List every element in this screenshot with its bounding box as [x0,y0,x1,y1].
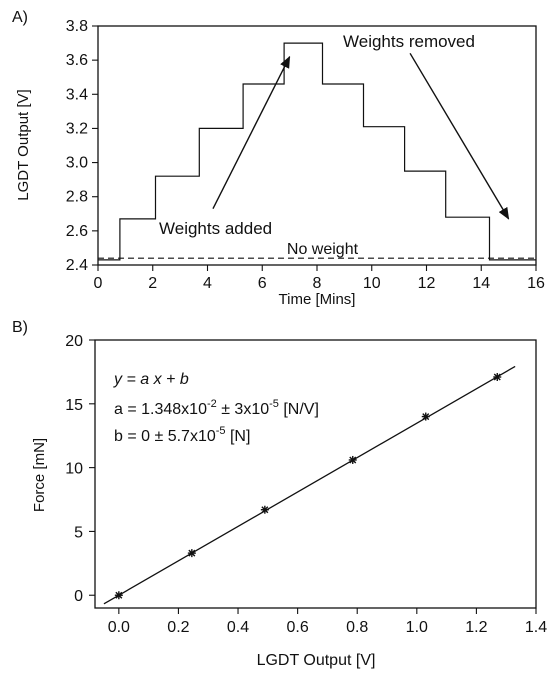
lgdt-output-trace [98,42,536,261]
data-point [421,412,430,421]
equation-line-3-exp: -5 [216,425,226,437]
equation-line-3-prefix: b = 0 ± 5.7x10 [114,428,216,445]
panel-b-x-tick-label: 0.0 [108,619,130,636]
panel-a-x-tick-label: 4 [203,275,212,292]
equation-line-3-suffix: [N] [226,428,251,445]
linear-fit-line [103,365,516,605]
panel-b-x-tick-label: 1.0 [406,619,428,636]
panel-a-y-tick-label: 2.8 [66,189,88,206]
panel-a-x-axis-label: Time [Mins] [279,291,356,308]
panel-b-label: B) [12,319,28,336]
panel-a-x-tick-label: 0 [94,275,103,292]
panel-b-x-ticks: 0.0 0.2 0.4 0.6 0.8 1.0 1.2 1.4 [108,608,547,636]
data-point [187,549,196,558]
panel-a-x-tick-label: 2 [148,275,157,292]
annotation-arrow [409,52,510,220]
panel-a-label: A) [12,9,28,26]
panel-a: A) 2.4 2.6 2.8 3.0 3.2 3.4 3.6 3.8 0 2 4 6 8 10 12 14 1… [12,9,545,308]
data-point [348,455,357,464]
panel-b-y-tick-label: 20 [65,333,83,350]
panel-a-y-tick-label: 3.2 [66,120,88,137]
panel-b-y-tick-label: 15 [65,397,83,414]
panel-b-x-tick-label: 1.4 [525,619,547,636]
panel-a-x-tick-label: 10 [363,275,381,292]
equation-line-2: a = 1.348x10-2 ± 3x10-5 [N/V] [114,398,319,418]
panel-b-y-axis-label: Force [mN] [31,438,48,512]
panel-b-x-axis-label: LGDT Output [V] [257,652,376,669]
panel-b-y-tick-label: 10 [65,461,83,478]
panel-a-plot-area [98,42,536,261]
panel-a-x-tick-label: 14 [472,275,490,292]
annotation-arrow [212,55,291,209]
panel-a-y-tick-label: 3.6 [66,52,88,69]
panel-a-y-tick-label: 3.8 [66,18,88,35]
equation-line-2-suffix: [N/V] [279,401,319,418]
panel-a-y-ticks: 2.4 2.6 2.8 3.0 3.2 3.4 3.6 3.8 [66,18,98,274]
panel-a-y-tick-label: 2.6 [66,223,88,240]
panel-b: B) 0 5 10 15 20 0.0 0.2 0.4 0.6 0.8 1.0 1.2 1.4 For… [12,319,547,669]
equation-line-2-exp-1: -2 [207,398,217,410]
panel-a-x-tick-label: 8 [313,275,322,292]
baseline-label: No weight [287,241,359,258]
panel-b-x-tick-label: 1.2 [465,619,487,636]
panel-b-plot-area [103,365,516,605]
panel-b-x-tick-label: 0.6 [286,619,308,636]
data-point [493,373,502,382]
panel-a-x-tick-label: 12 [418,275,436,292]
equation-line-3: b = 0 ± 5.7x10-5 [N] [114,425,250,445]
panel-b-y-ticks: 0 5 10 15 20 [65,333,95,605]
panel-b-y-tick-label: 5 [74,524,83,541]
panel-b-y-tick-label: 0 [74,588,83,605]
annotation-weights-added: Weights added [159,219,272,238]
panel-a-x-tick-label: 16 [527,275,545,292]
panel-a-x-tick-label: 6 [258,275,267,292]
data-point [114,591,123,600]
panel-a-y-tick-label: 3.4 [66,86,88,103]
panel-a-x-ticks: 0 2 4 6 8 10 12 14 16 [94,265,545,292]
equation-line-2-exp-2: -5 [269,398,279,410]
equation-line-2-prefix: a = 1.348x10 [114,401,207,418]
panel-b-x-tick-label: 0.2 [167,619,189,636]
panel-b-x-tick-label: 0.8 [346,619,368,636]
equation-line-2-mid: ± 3x10 [217,401,269,418]
panel-b-plot-frame [94,339,537,609]
data-point [260,505,269,514]
panel-a-y-tick-label: 2.4 [66,257,88,274]
panel-b-x-tick-label: 0.4 [227,619,249,636]
fit-equation: y = a x + b a = 1.348x10-2 ± 3x10-5 [N/V… [113,371,319,445]
annotation-weights-removed: Weights removed [343,32,475,51]
panel-a-y-axis-label: LGDT Output [V] [15,89,32,200]
panel-a-y-tick-label: 3.0 [66,155,88,172]
equation-line-1: y = a x + b [113,371,189,388]
